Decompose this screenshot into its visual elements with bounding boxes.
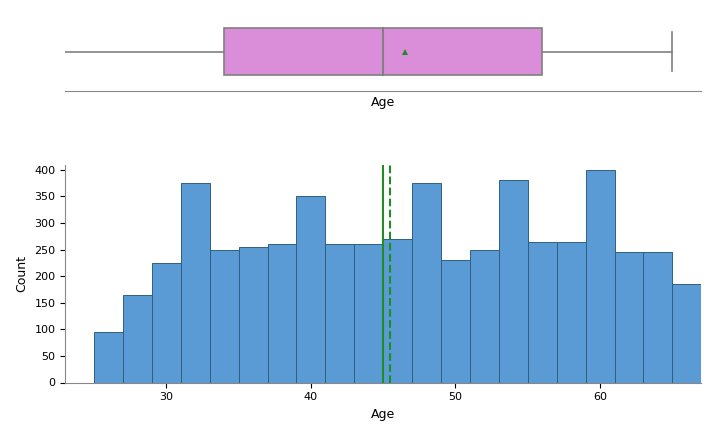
Bar: [586, 170, 615, 382]
Bar: [528, 242, 557, 382]
Bar: [123, 295, 152, 382]
Bar: [325, 244, 354, 382]
Bar: [296, 196, 325, 382]
Y-axis label: Count: Count: [16, 255, 29, 292]
Bar: [94, 332, 123, 382]
Bar: [643, 252, 672, 382]
Bar: [181, 183, 210, 382]
Bar: [470, 249, 499, 382]
Bar: [268, 244, 296, 382]
Bar: [412, 183, 441, 382]
Bar: [441, 260, 470, 383]
Bar: [383, 239, 412, 382]
Bar: [672, 284, 701, 382]
Bar: [615, 252, 643, 382]
Bar: [210, 249, 239, 382]
Bar: [224, 28, 542, 75]
Bar: [499, 181, 528, 382]
Bar: [152, 263, 181, 382]
X-axis label: Age: Age: [371, 96, 395, 109]
Bar: [557, 242, 586, 382]
Bar: [701, 321, 723, 382]
Bar: [354, 244, 383, 382]
Bar: [239, 247, 268, 382]
X-axis label: Age: Age: [371, 408, 395, 421]
